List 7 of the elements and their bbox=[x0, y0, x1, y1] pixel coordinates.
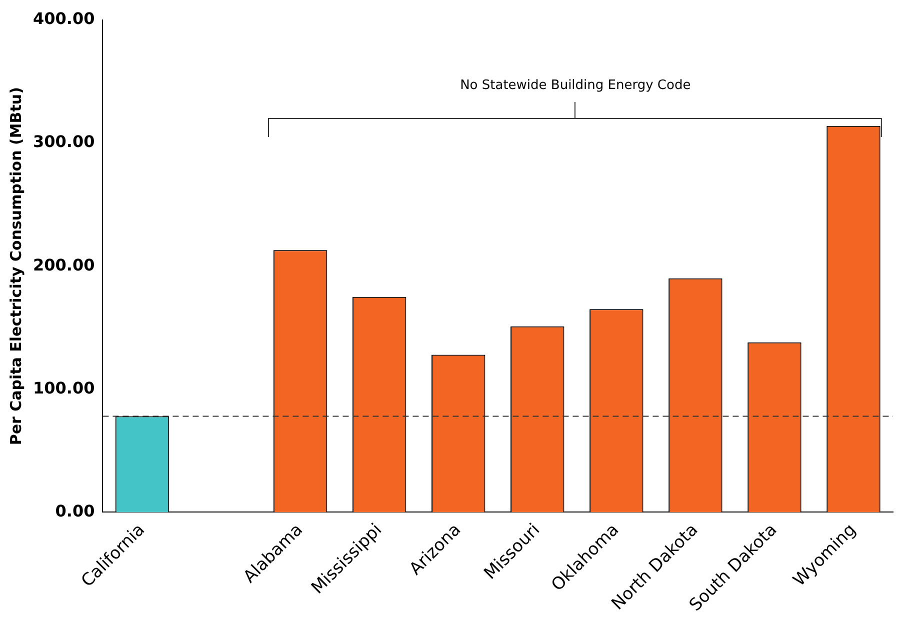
y-axis-title: Per Capita Electricity Consumption (MBtu) bbox=[6, 87, 25, 446]
annotation: No Statewide Building Energy Code bbox=[460, 78, 691, 94]
y-tick-label: 100.00 bbox=[32, 378, 95, 398]
y-tick-label: 200.00 bbox=[32, 255, 95, 274]
y-tick-label: 400.00 bbox=[32, 9, 95, 28]
y-tick-label: 0.00 bbox=[55, 501, 95, 520]
y-tick-label: 300.00 bbox=[32, 132, 95, 152]
